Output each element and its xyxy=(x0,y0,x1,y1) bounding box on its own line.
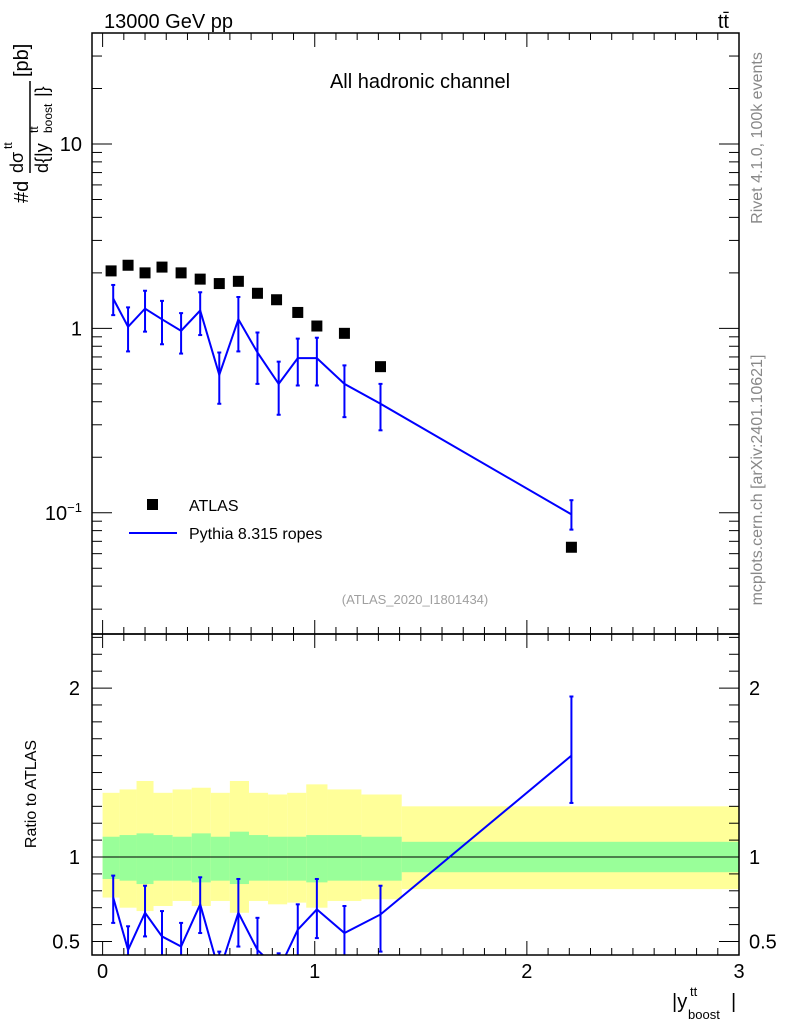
ratio-inner-band xyxy=(306,835,328,883)
ylabel-denominator-sub: boost xyxy=(41,103,55,133)
ratio-inner-band xyxy=(248,835,269,881)
ratio-inner-band xyxy=(287,836,307,881)
ratio-y-axis-title: Ratio to ATLAS xyxy=(23,740,40,848)
x-tick-label: 0 xyxy=(97,961,108,983)
atlas-data-point xyxy=(175,267,187,279)
rivet-version-label: Rivet 4.1.0, 100k events xyxy=(749,52,766,224)
main-panel-frame xyxy=(91,32,740,635)
ratio-y-tick-label: 0.5 xyxy=(52,931,80,953)
ratio-y-tick-label-right: 0.5 xyxy=(749,931,777,953)
atlas-data-point xyxy=(311,320,323,332)
main-panel-title: All hadronic channel xyxy=(330,71,510,93)
xlabel-head: |y xyxy=(672,991,687,1013)
xlabel-tail: | xyxy=(731,991,736,1013)
ratio-inner-band xyxy=(268,836,288,881)
ratio-inner-band xyxy=(102,836,120,879)
ratio-y-tick-label: 1 xyxy=(69,847,80,869)
ratio-inner-band xyxy=(136,833,154,885)
atlas-data-point xyxy=(374,361,386,373)
ratio-axis-ticks xyxy=(92,636,739,942)
main-y-axis-title: #d dσ tt d{|y tt boost |} [pb] xyxy=(1,44,55,203)
legend: ATLAS Pythia 8.315 ropes xyxy=(129,498,322,543)
legend-pythia-label: Pythia 8.315 ropes xyxy=(189,526,322,543)
ratio-inner-band xyxy=(119,835,137,881)
xlabel-sub: boost xyxy=(688,1007,720,1022)
atlas-data-point xyxy=(251,287,263,299)
ratio-inner-band xyxy=(172,836,192,881)
ratio-inner-band xyxy=(191,833,211,883)
ratio-y-tick-label-right: 1 xyxy=(749,847,760,869)
ratio-inner-band xyxy=(210,836,230,881)
ylabel-numerator-head: #d xyxy=(11,181,33,203)
xlabel-sup: tt xyxy=(690,984,698,999)
ylabel-numerator-sigma: dσ xyxy=(7,152,27,173)
ylabel-denominator-sup: tt xyxy=(27,126,41,133)
atlas-data-point xyxy=(156,261,168,273)
mcplots-site-label: mcplots.cern.ch [arXiv:2401.10621] xyxy=(749,355,766,606)
main-y-tick-label: 10−1 xyxy=(45,500,82,525)
atlas-data-point xyxy=(232,275,244,287)
ratio-uncertainty-bands xyxy=(102,780,739,913)
x-tick-label: 2 xyxy=(521,961,532,983)
main-y-tick-label: 10 xyxy=(60,134,82,156)
atlas-data-point xyxy=(213,278,225,290)
atlas-data-point xyxy=(194,273,206,285)
ratio-panel-frame xyxy=(91,633,740,956)
ylabel-denominator-head: d{|y xyxy=(32,143,52,173)
x-tick-label: 1 xyxy=(309,961,320,983)
ratio-inner-band xyxy=(229,831,249,885)
process-label: tt̄ xyxy=(718,11,730,33)
ylabel-numerator-sup: tt xyxy=(1,142,15,149)
legend-atlas-label: ATLAS xyxy=(189,498,239,515)
main-y-tick-label-exponent: −1 xyxy=(67,500,82,515)
atlas-data-point xyxy=(271,294,283,306)
ylabel-unit: [pb] xyxy=(11,44,33,77)
main-y-tick-label: 1 xyxy=(71,318,82,340)
analysis-tag: (ATLAS_2020_I1801434) xyxy=(342,592,488,607)
ratio-inner-band xyxy=(361,836,402,881)
ratio-inner-band xyxy=(327,835,362,881)
ratio-y-tick-label-right: 2 xyxy=(749,678,760,700)
x-tick-label: 3 xyxy=(733,961,744,983)
x-axis-title: |y tt boost | xyxy=(672,984,736,1022)
atlas-data-point xyxy=(105,265,117,277)
atlas-data-point xyxy=(292,306,304,318)
atlas-data-point xyxy=(139,267,151,279)
atlas-data-point xyxy=(565,541,577,553)
main-axis-ticks xyxy=(92,32,740,955)
legend-atlas-marker xyxy=(147,499,158,510)
atlas-data-point xyxy=(122,259,134,271)
atlas-data-point xyxy=(338,327,350,339)
ratio-y-tick-label: 2 xyxy=(69,678,80,700)
energy-label: 13000 GeV pp xyxy=(104,11,233,33)
ratio-inner-band xyxy=(153,835,173,881)
ylabel-denominator-tail: |} xyxy=(32,86,52,97)
